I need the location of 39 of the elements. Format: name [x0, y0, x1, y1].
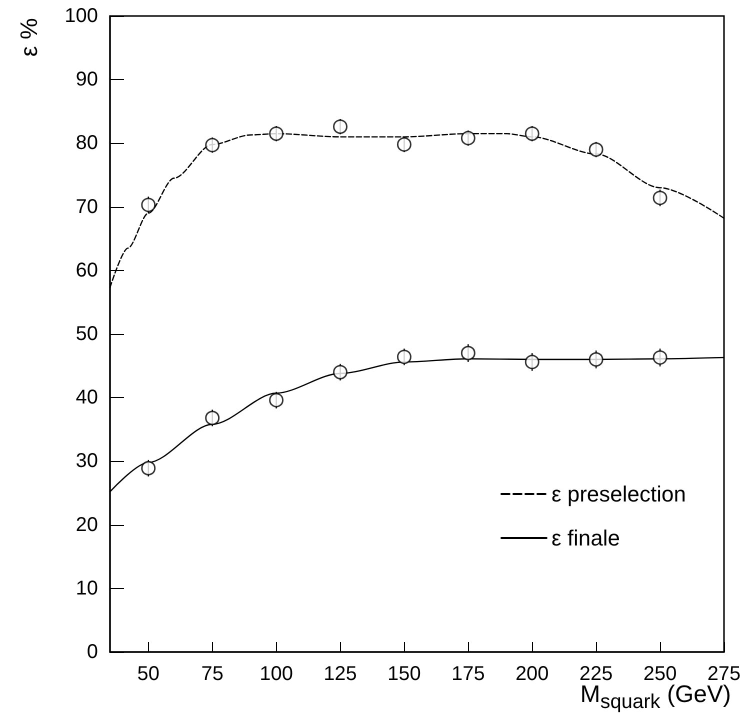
point: [205, 410, 220, 426]
point: [396, 137, 412, 152]
y-tick-label: 10: [76, 577, 98, 600]
y-tick-label: 90: [76, 68, 98, 91]
point: [460, 346, 476, 360]
point: [652, 190, 668, 206]
point: [588, 142, 604, 157]
point: [396, 350, 412, 364]
point: [524, 354, 540, 370]
point: [333, 364, 348, 380]
x-tick-label: 75: [201, 663, 224, 685]
point: [269, 392, 284, 408]
y-tick-label: 70: [76, 196, 98, 218]
point: [141, 460, 156, 476]
y-tick-label: 20: [76, 514, 98, 536]
legend-label: ε preselection: [551, 482, 686, 506]
x-tick-label: 200: [515, 663, 549, 685]
y-tick-label: 80: [76, 132, 98, 154]
legend-label: ε finale: [551, 526, 620, 550]
y-tick-label: 100: [64, 5, 98, 27]
x-tick-label: 175: [451, 663, 485, 685]
x-tick-label: 150: [388, 663, 421, 685]
point: [524, 126, 540, 141]
y-tick-label: 40: [76, 386, 98, 409]
point: [588, 352, 604, 367]
x-tick-label: 125: [324, 663, 357, 685]
x-tick-label: 50: [137, 663, 160, 685]
y-tick-label: 50: [76, 323, 98, 345]
point: [652, 350, 668, 365]
point: [205, 138, 220, 152]
y-tick-label: 0: [86, 641, 98, 663]
point: [141, 198, 156, 212]
y-tick-label: 30: [76, 450, 98, 472]
point: [269, 126, 284, 141]
y-tick-label: 60: [76, 259, 98, 282]
y-axis-title: ε %: [16, 18, 44, 57]
point: [460, 130, 476, 146]
x-tick-label: 100: [260, 663, 293, 685]
point: [333, 119, 348, 134]
